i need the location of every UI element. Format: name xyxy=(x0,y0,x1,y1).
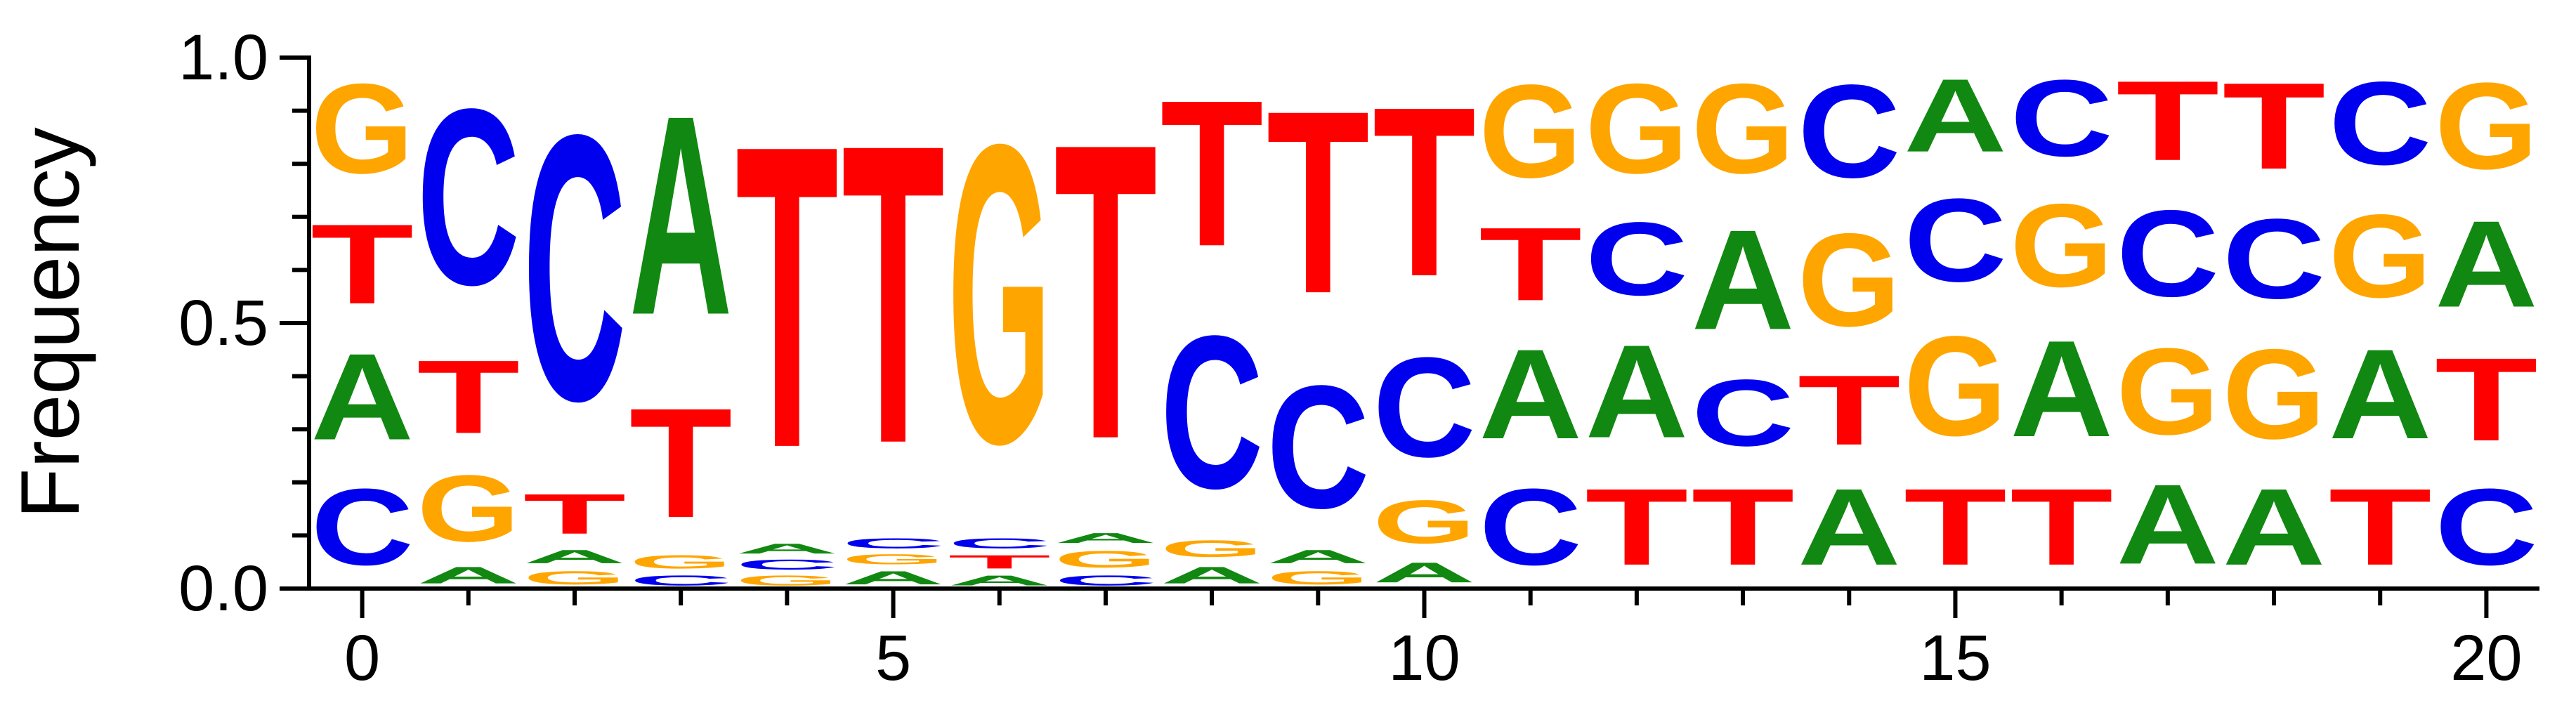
logo-letter-C: C xyxy=(1373,327,1476,487)
y-axis-ticks: 0.0 0.5 1.0 xyxy=(178,22,309,624)
logo-letter-T: T xyxy=(1692,466,1795,588)
logo-letter-A: A xyxy=(1692,200,1795,360)
logo-letter-C: C xyxy=(1692,360,1795,466)
logo-letter-C: C xyxy=(1160,291,1264,534)
logo-letter-T: T xyxy=(523,482,627,545)
logo-letter-T: T xyxy=(417,339,520,455)
logo-letter-T: T xyxy=(1373,56,1476,327)
logo-letter-A: A xyxy=(735,541,839,557)
logo-letter-C: C xyxy=(948,535,1051,551)
logo-letter-A: A xyxy=(2117,461,2220,588)
logo-letter-T: T xyxy=(629,376,733,551)
logo-letter-G: G xyxy=(1586,58,1689,200)
logo-letter-A: A xyxy=(2010,312,2113,466)
logo-letter-T: T xyxy=(1054,55,1158,527)
logo-letter-G: G xyxy=(310,58,414,200)
x-tick-label: 0 xyxy=(344,622,380,694)
logo-letter-A: A xyxy=(1373,557,1476,589)
logo-letter-G: G xyxy=(1479,57,1582,205)
x-tick-label: 10 xyxy=(1388,622,1460,694)
x-axis-ticks: 0 5 10 15 20 xyxy=(344,589,2523,694)
logo-letter-C: C xyxy=(735,556,839,572)
logo-letter-T: T xyxy=(2010,466,2113,588)
logo-letter-C: C xyxy=(629,572,733,589)
logo-letter-G: G xyxy=(2435,57,2538,195)
logo-letter-T: T xyxy=(1479,206,1582,322)
logo-letter-C: C xyxy=(1904,173,2007,306)
logo-letter-G: G xyxy=(1798,206,1901,354)
logo-letter-A: A xyxy=(310,328,414,466)
logo-letter-A: A xyxy=(1904,57,2007,173)
logo-letter-T: T xyxy=(2117,58,2220,184)
logo-letter-T: T xyxy=(2435,333,2538,466)
logo-letter-G: G xyxy=(1054,546,1158,572)
logo-letter-A: A xyxy=(1479,322,1582,466)
logo-letter-G: G xyxy=(1160,535,1264,562)
logo-letter-T: T xyxy=(1586,466,1689,588)
logo-letter-T: T xyxy=(2329,466,2432,588)
logo-letter-G: G xyxy=(1373,488,1476,557)
logo-letter-C: C xyxy=(2435,466,2538,589)
logo-letter-A: A xyxy=(629,56,733,374)
logo-letter-T: T xyxy=(2223,57,2326,195)
logo-letter-C: C xyxy=(1054,572,1158,589)
x-tick-label: 15 xyxy=(1919,622,1991,694)
logo-letter-G: G xyxy=(735,572,839,589)
logo-letter-A: A xyxy=(1054,530,1158,546)
logo-letter-C: C xyxy=(2117,185,2220,322)
logo-letter-A: A xyxy=(1798,466,1901,589)
logo-letter-G: G xyxy=(2010,179,2113,312)
y-tick-label: 0.0 xyxy=(178,553,268,624)
axes: 0.0 0.5 1.0 0 5 10 15 20 Frequency xyxy=(4,22,2539,694)
logo-letter-G: G xyxy=(1904,307,2007,466)
logo-letter-A: A xyxy=(523,546,627,567)
logo-letter-C: C xyxy=(1798,57,1901,206)
y-tick-label: 0.5 xyxy=(178,287,268,359)
logo-letter-G: G xyxy=(2223,323,2326,466)
logo-glyphs: CATGAGTCGATCCGTAGCATAGCTATCGCGATAGCTGACT… xyxy=(310,55,2537,589)
logo-letter-A: A xyxy=(2435,195,2538,333)
logo-letter-G: G xyxy=(2329,190,2432,322)
logo-letter-T: T xyxy=(1798,355,1901,466)
logo-letter-T: T xyxy=(1904,466,2007,588)
logo-letter-G: G xyxy=(523,567,627,589)
logo-letter-A: A xyxy=(417,562,520,589)
logo-letter-G: G xyxy=(417,456,520,562)
x-tick-label: 20 xyxy=(2450,622,2522,694)
logo-letter-G: G xyxy=(948,56,1051,532)
y-tick-label: 1.0 xyxy=(178,22,268,93)
logo-letter-T: T xyxy=(310,201,414,327)
logo-letter-A: A xyxy=(1160,562,1264,589)
logo-letter-T: T xyxy=(1267,57,1370,348)
logo-letter-C: C xyxy=(310,466,414,589)
logo-letter-G: G xyxy=(629,551,733,572)
logo-letter-G: G xyxy=(1267,567,1370,589)
logo-letter-C: C xyxy=(2010,58,2113,180)
logo-letter-C: C xyxy=(1267,350,1370,546)
y-axis-title: Frequency xyxy=(4,127,97,519)
logo-letter-C: C xyxy=(1479,466,1582,589)
logo-letter-G: G xyxy=(842,551,945,567)
logo-letter-C: C xyxy=(417,57,520,338)
logo-letter-C: C xyxy=(523,57,627,480)
logo-letter-T: T xyxy=(1160,58,1264,290)
logo-letter-T: T xyxy=(948,551,1051,572)
logo-letter-A: A xyxy=(2223,466,2326,589)
logo-letter-C: C xyxy=(1586,200,1689,317)
logo-letter-G: G xyxy=(1692,58,1795,200)
logo-letter-A: A xyxy=(1586,317,1689,466)
logo-letter-A: A xyxy=(2329,322,2432,466)
logo-letter-C: C xyxy=(2329,57,2432,190)
logo-letter-T: T xyxy=(842,55,945,532)
x-tick-label: 5 xyxy=(875,622,911,694)
logo-letter-A: A xyxy=(1267,546,1370,567)
logo-letter-A: A xyxy=(842,567,945,589)
logo-letter-G: G xyxy=(2117,322,2220,461)
logo-letter-T: T xyxy=(735,55,839,537)
logo-letter-C: C xyxy=(842,535,945,551)
logo-letter-A: A xyxy=(948,572,1051,589)
logo-letter-C: C xyxy=(2223,195,2326,322)
